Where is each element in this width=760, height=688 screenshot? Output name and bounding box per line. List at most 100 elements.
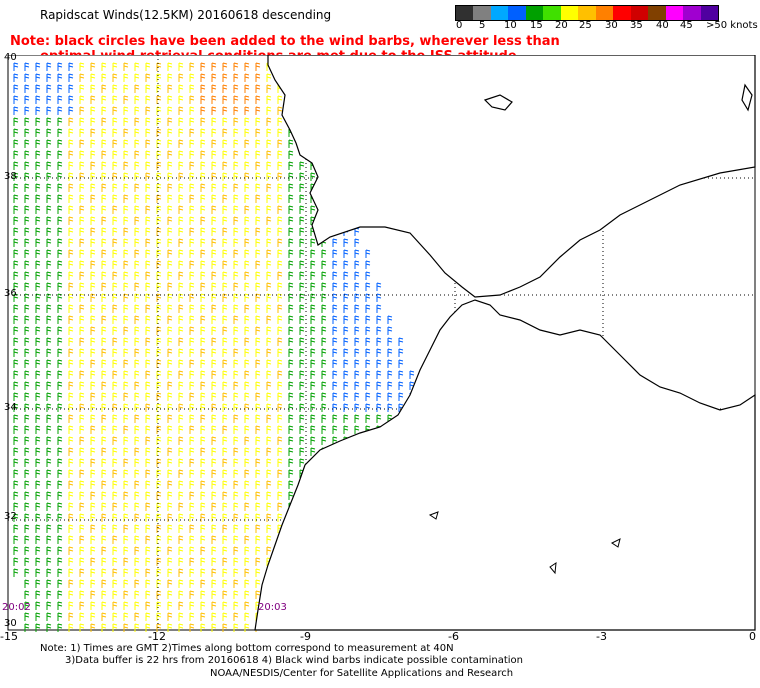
wind-barb: [123, 326, 129, 335]
wind-barb: [189, 414, 195, 423]
wind-barb: [156, 568, 162, 577]
wind-barb: [145, 425, 151, 434]
wind-barb: [112, 73, 118, 82]
wind-barb: [46, 403, 52, 412]
wind-barb: [233, 150, 239, 159]
wind-barb: [123, 491, 129, 500]
wind-barb: [35, 370, 41, 379]
wind-barb: [35, 260, 41, 269]
wind-barb: [145, 436, 151, 445]
wind-barb: [343, 403, 349, 412]
wind-barb: [79, 590, 85, 599]
wind-barb: [112, 425, 118, 434]
wind-barb: [123, 183, 129, 192]
wind-barb: [244, 623, 250, 632]
wind-barb: [266, 117, 272, 126]
wind-barb: [233, 612, 239, 621]
wind-barb: [277, 359, 283, 368]
wind-barb: [35, 513, 41, 522]
wind-barb: [277, 392, 283, 401]
wind-barb: [57, 590, 63, 599]
wind-barb: [167, 304, 173, 313]
wind-barb: [68, 612, 74, 621]
wind-barb: [222, 139, 228, 148]
wind-barb: [321, 260, 327, 269]
wind-barb: [112, 436, 118, 445]
wind-barb: [35, 183, 41, 192]
wind-barb: [90, 326, 96, 335]
wind-barb: [277, 326, 283, 335]
wind-barb: [134, 282, 140, 291]
wind-barb: [387, 348, 393, 357]
wind-barb: [211, 205, 217, 214]
wind-barb: [134, 84, 140, 93]
wind-barb: [167, 546, 173, 555]
wind-barb: [189, 106, 195, 115]
wind-barb: [57, 84, 63, 93]
wind-barb: [211, 535, 217, 544]
wind-barb: [277, 458, 283, 467]
wind-barb: [310, 370, 316, 379]
wind-barb: [211, 524, 217, 533]
legend-swatch: [613, 6, 631, 20]
wind-barb: [310, 414, 316, 423]
wind-barb: [354, 348, 360, 357]
wind-barb: [112, 238, 118, 247]
wind-barb: [244, 557, 250, 566]
wind-barb: [101, 326, 107, 335]
wind-barb: [24, 447, 30, 456]
wind-barb: [376, 403, 382, 412]
wind-barb: [409, 370, 415, 379]
wind-barb: [90, 128, 96, 137]
wind-barb: [310, 447, 316, 456]
wind-barb: [35, 282, 41, 291]
wind-barb: [277, 337, 283, 346]
wind-barb: [123, 546, 129, 555]
wind-barb: [68, 106, 74, 115]
wind-barb: [299, 161, 305, 170]
wind-barb: [112, 304, 118, 313]
wind-barb: [310, 304, 316, 313]
wind-barb: [112, 601, 118, 610]
wind-barb: [123, 282, 129, 291]
wind-barb: [46, 469, 52, 478]
wind-barb: [79, 117, 85, 126]
wind-barb: [167, 326, 173, 335]
wind-barb: [288, 150, 294, 159]
wind-barb: [35, 150, 41, 159]
wind-barb: [35, 84, 41, 93]
wind-barb: [79, 458, 85, 467]
wind-barb: [46, 73, 52, 82]
wind-barb: [167, 117, 173, 126]
coastline-africa: [254, 299, 756, 631]
wind-barb: [13, 381, 19, 390]
wind-barb: [266, 139, 272, 148]
wind-barb: [321, 414, 327, 423]
wind-barb: [145, 106, 151, 115]
wind-barb: [79, 502, 85, 511]
wind-barb: [13, 216, 19, 225]
wind-barb: [277, 161, 283, 170]
wind-barb: [68, 216, 74, 225]
wind-barb: [321, 392, 327, 401]
wind-barb: [222, 535, 228, 544]
wind-barb: [266, 172, 272, 181]
wind-barb: [277, 194, 283, 203]
wind-barb: [57, 513, 63, 522]
wind-barb: [244, 282, 250, 291]
wind-barb: [68, 227, 74, 236]
wind-barb: [46, 172, 52, 181]
wind-barb: [398, 392, 404, 401]
wind-barb: [255, 326, 261, 335]
balearic-island: [483, 94, 513, 111]
lon-label-minus15: -15: [0, 630, 18, 643]
wind-barb: [123, 128, 129, 137]
wind-barb: [233, 84, 239, 93]
wind-barb: [13, 370, 19, 379]
wind-barb: [156, 216, 162, 225]
wind-barb: [299, 238, 305, 247]
wind-barb: [189, 458, 195, 467]
wind-barb: [167, 502, 173, 511]
wind-barb: [46, 392, 52, 401]
wind-barb: [233, 128, 239, 137]
